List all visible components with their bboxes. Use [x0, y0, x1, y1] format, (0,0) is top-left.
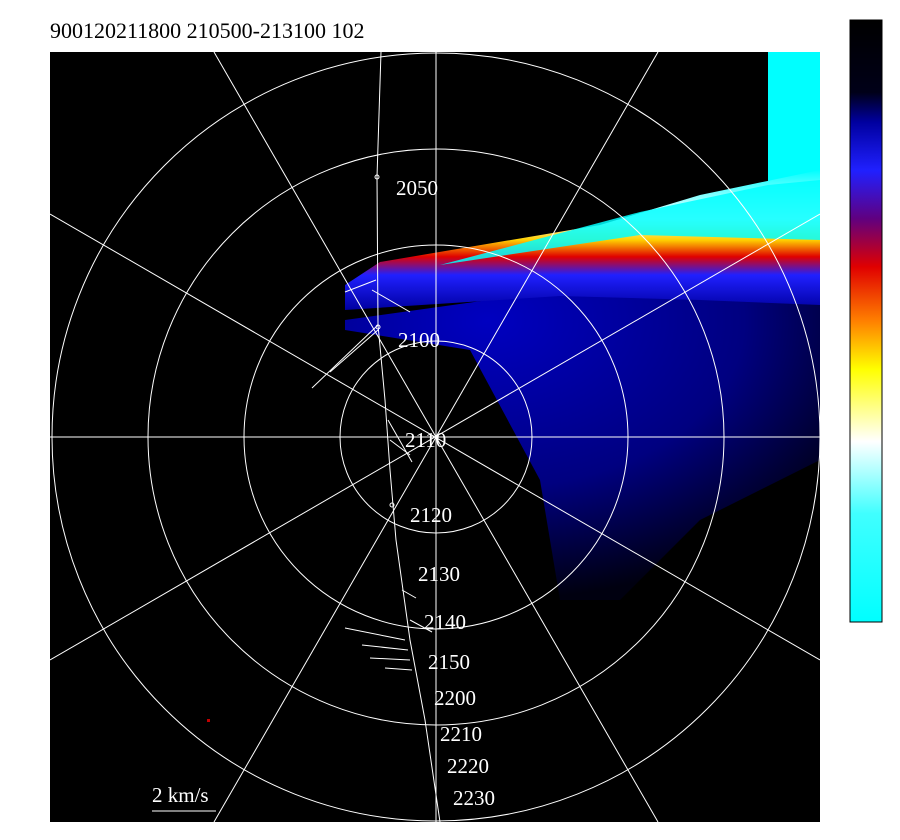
- time-label: 2210: [440, 722, 482, 746]
- track: [311, 52, 441, 822]
- time-label: 2200: [434, 686, 476, 710]
- time-label: 2140: [424, 610, 466, 634]
- echo-cyan-block: [768, 52, 820, 185]
- time-label: 2220: [447, 754, 489, 778]
- color-bar: [849, 19, 883, 623]
- scale-label: 2 km/s: [152, 783, 209, 807]
- track-labels: 2050 2100 2110 2120 2130 2140 2150 2200 …: [396, 176, 495, 810]
- echo-weak: [345, 290, 820, 600]
- time-label: 2130: [418, 562, 460, 586]
- time-label: 2150: [428, 650, 470, 674]
- time-label: 2050: [396, 176, 438, 200]
- polar-grid: [50, 52, 820, 822]
- dot: [207, 719, 210, 722]
- time-label: 2120: [410, 503, 452, 527]
- echo-cyan-wedge: [440, 180, 820, 265]
- echoes: [345, 52, 820, 600]
- title: 900120211800 210500-213100 102: [50, 18, 365, 43]
- time-label: 2230: [453, 786, 495, 810]
- time-label: 2110: [405, 428, 446, 452]
- time-label: 2100: [398, 328, 440, 352]
